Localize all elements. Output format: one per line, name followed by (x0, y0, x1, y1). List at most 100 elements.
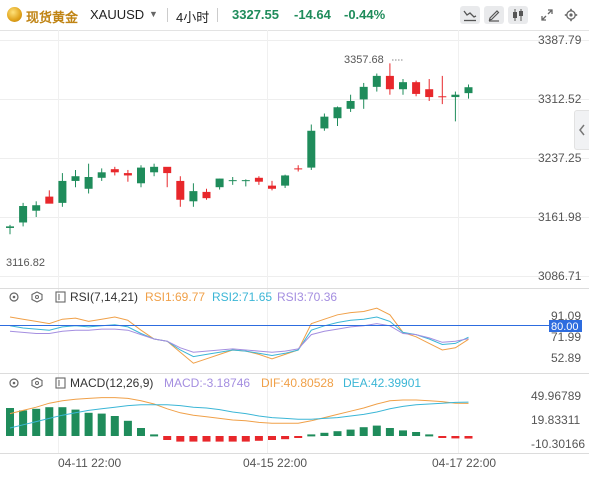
candle-body (451, 94, 460, 98)
chart-type-button[interactable] (508, 6, 528, 24)
collapse-icon[interactable] (55, 291, 66, 303)
macd-histogram-bar (438, 436, 447, 438)
candle-body (412, 82, 421, 94)
rsi-title: RSI(7,14,21) (70, 290, 138, 304)
macd-histogram-bar (281, 436, 290, 440)
eye-icon[interactable] (9, 378, 19, 388)
macd-histogram-bar (346, 429, 355, 436)
settings-icon[interactable] (31, 377, 43, 389)
macd-histogram-bar (412, 432, 421, 436)
dea-line (9, 401, 469, 429)
macd-histogram-bar (71, 409, 80, 436)
candle-body (215, 178, 224, 188)
macd-histogram-bar (189, 436, 198, 442)
rsi1-value: RSI1:69.77 (145, 290, 205, 304)
macd-value: MACD:-3.18746 (164, 376, 250, 390)
macd-histogram-bar (110, 416, 119, 436)
candle-body (399, 82, 407, 90)
macd-tick-label: 19.83311 (531, 413, 580, 427)
collapse-icon[interactable] (55, 377, 66, 389)
price-tick-label: 3387.79 (538, 33, 582, 47)
rsi-tick-label: 71.99 (551, 330, 581, 344)
gear-icon (564, 8, 578, 22)
time-tick-label: 04-17 22:00 (432, 456, 496, 470)
macd-histogram-bar (268, 436, 276, 440)
settings-icon-core (35, 295, 39, 299)
candlestick-icon (513, 9, 523, 21)
candle-body (333, 107, 342, 119)
macd-axis: 49.96789 19.83311 -10.30166 (531, 389, 585, 451)
candle-body (241, 180, 250, 182)
macd-histogram-bar (176, 436, 185, 442)
macd-histogram-bar (84, 412, 93, 436)
settings-icon-core (35, 381, 39, 385)
settings-button[interactable] (561, 6, 581, 24)
indicator-button[interactable] (460, 6, 480, 24)
gold-coin-icon (7, 7, 22, 22)
candlestick-series (6, 63, 473, 235)
settings-icon[interactable] (31, 291, 43, 303)
candle-body (307, 130, 316, 168)
candle-body (176, 180, 185, 200)
dif-line (9, 397, 469, 424)
candle-body (268, 185, 276, 189)
pencil-icon (488, 10, 500, 22)
eye-icon[interactable] (9, 292, 19, 302)
candle-body (320, 116, 329, 129)
macd-histogram-bar (6, 408, 14, 436)
candle-body (123, 173, 132, 176)
macd-histogram-bar (320, 432, 329, 436)
candle-body (137, 167, 145, 184)
price-tick-label: 3086.71 (538, 269, 582, 283)
macd-legend: MACD(12,26,9) MACD:-3.18746 DIF:40.80528… (9, 376, 421, 390)
price-tick-label: 3161.98 (538, 210, 582, 224)
eye-icon-pupil (12, 381, 16, 385)
macd-histogram-bar (372, 425, 381, 436)
macd-histogram-bar (307, 434, 316, 437)
macd-histogram-bar (399, 430, 407, 436)
time-tick-label: 04-11 22:00 (58, 456, 121, 470)
dea-value: DEA:42.39901 (343, 376, 421, 390)
macd-histogram-bar (425, 434, 434, 437)
rsi-tick-label: 52.89 (551, 351, 581, 365)
divider (217, 8, 218, 22)
time-tick-label: 04-15 22:00 (243, 456, 307, 470)
price-tick-label: 3237.25 (538, 151, 582, 165)
macd-histogram-bar (359, 427, 368, 436)
divider (167, 8, 168, 22)
candle-body (281, 175, 290, 186)
candle-body (425, 89, 434, 98)
symbol-selector[interactable]: XAUUSD (90, 7, 145, 22)
rsi-line-3 (9, 323, 469, 353)
chevron-down-icon[interactable]: ▼ (149, 9, 158, 19)
high-annotation: 3357.68 (344, 54, 384, 66)
rsi-line-2 (9, 316, 469, 358)
fullscreen-button[interactable] (537, 6, 557, 24)
last-price: 3327.55 (232, 7, 279, 22)
candle-body (6, 226, 14, 228)
macd-histogram-bar (294, 436, 303, 438)
header-bar: 现货黄金 XAUUSD ▼ 4小时 3327.55 -14.64 -0.44% (0, 0, 589, 31)
macd-histogram-bar (385, 428, 394, 436)
candle-body (71, 176, 80, 181)
macd-histogram-bar (32, 408, 41, 436)
candle-body (438, 96, 447, 98)
chevron-left-icon (579, 124, 585, 136)
macd-histogram-bar (241, 436, 250, 442)
candle-body (359, 86, 368, 100)
macd-tick-label: -10.30166 (531, 437, 585, 451)
price-change-pct: -0.44% (344, 7, 386, 22)
rsi-legend: RSI(7,14,21) RSI1:69.77 RSI2:71.65 RSI3:… (9, 290, 337, 304)
macd-histogram-bar (228, 436, 237, 442)
candle-body (254, 177, 263, 182)
macd-histogram-bar (254, 436, 263, 441)
time-axis: 04-11 22:00 04-15 22:00 04-17 22:00 (58, 456, 496, 470)
macd-histogram-bar (58, 407, 67, 436)
candle-body (32, 205, 41, 211)
draw-tool-button[interactable] (484, 6, 504, 24)
timeframe-selector[interactable]: 4小时 (176, 10, 210, 25)
macd-histogram-bar (137, 428, 145, 436)
side-panel-toggle[interactable] (574, 110, 589, 150)
candle-body (228, 180, 237, 182)
